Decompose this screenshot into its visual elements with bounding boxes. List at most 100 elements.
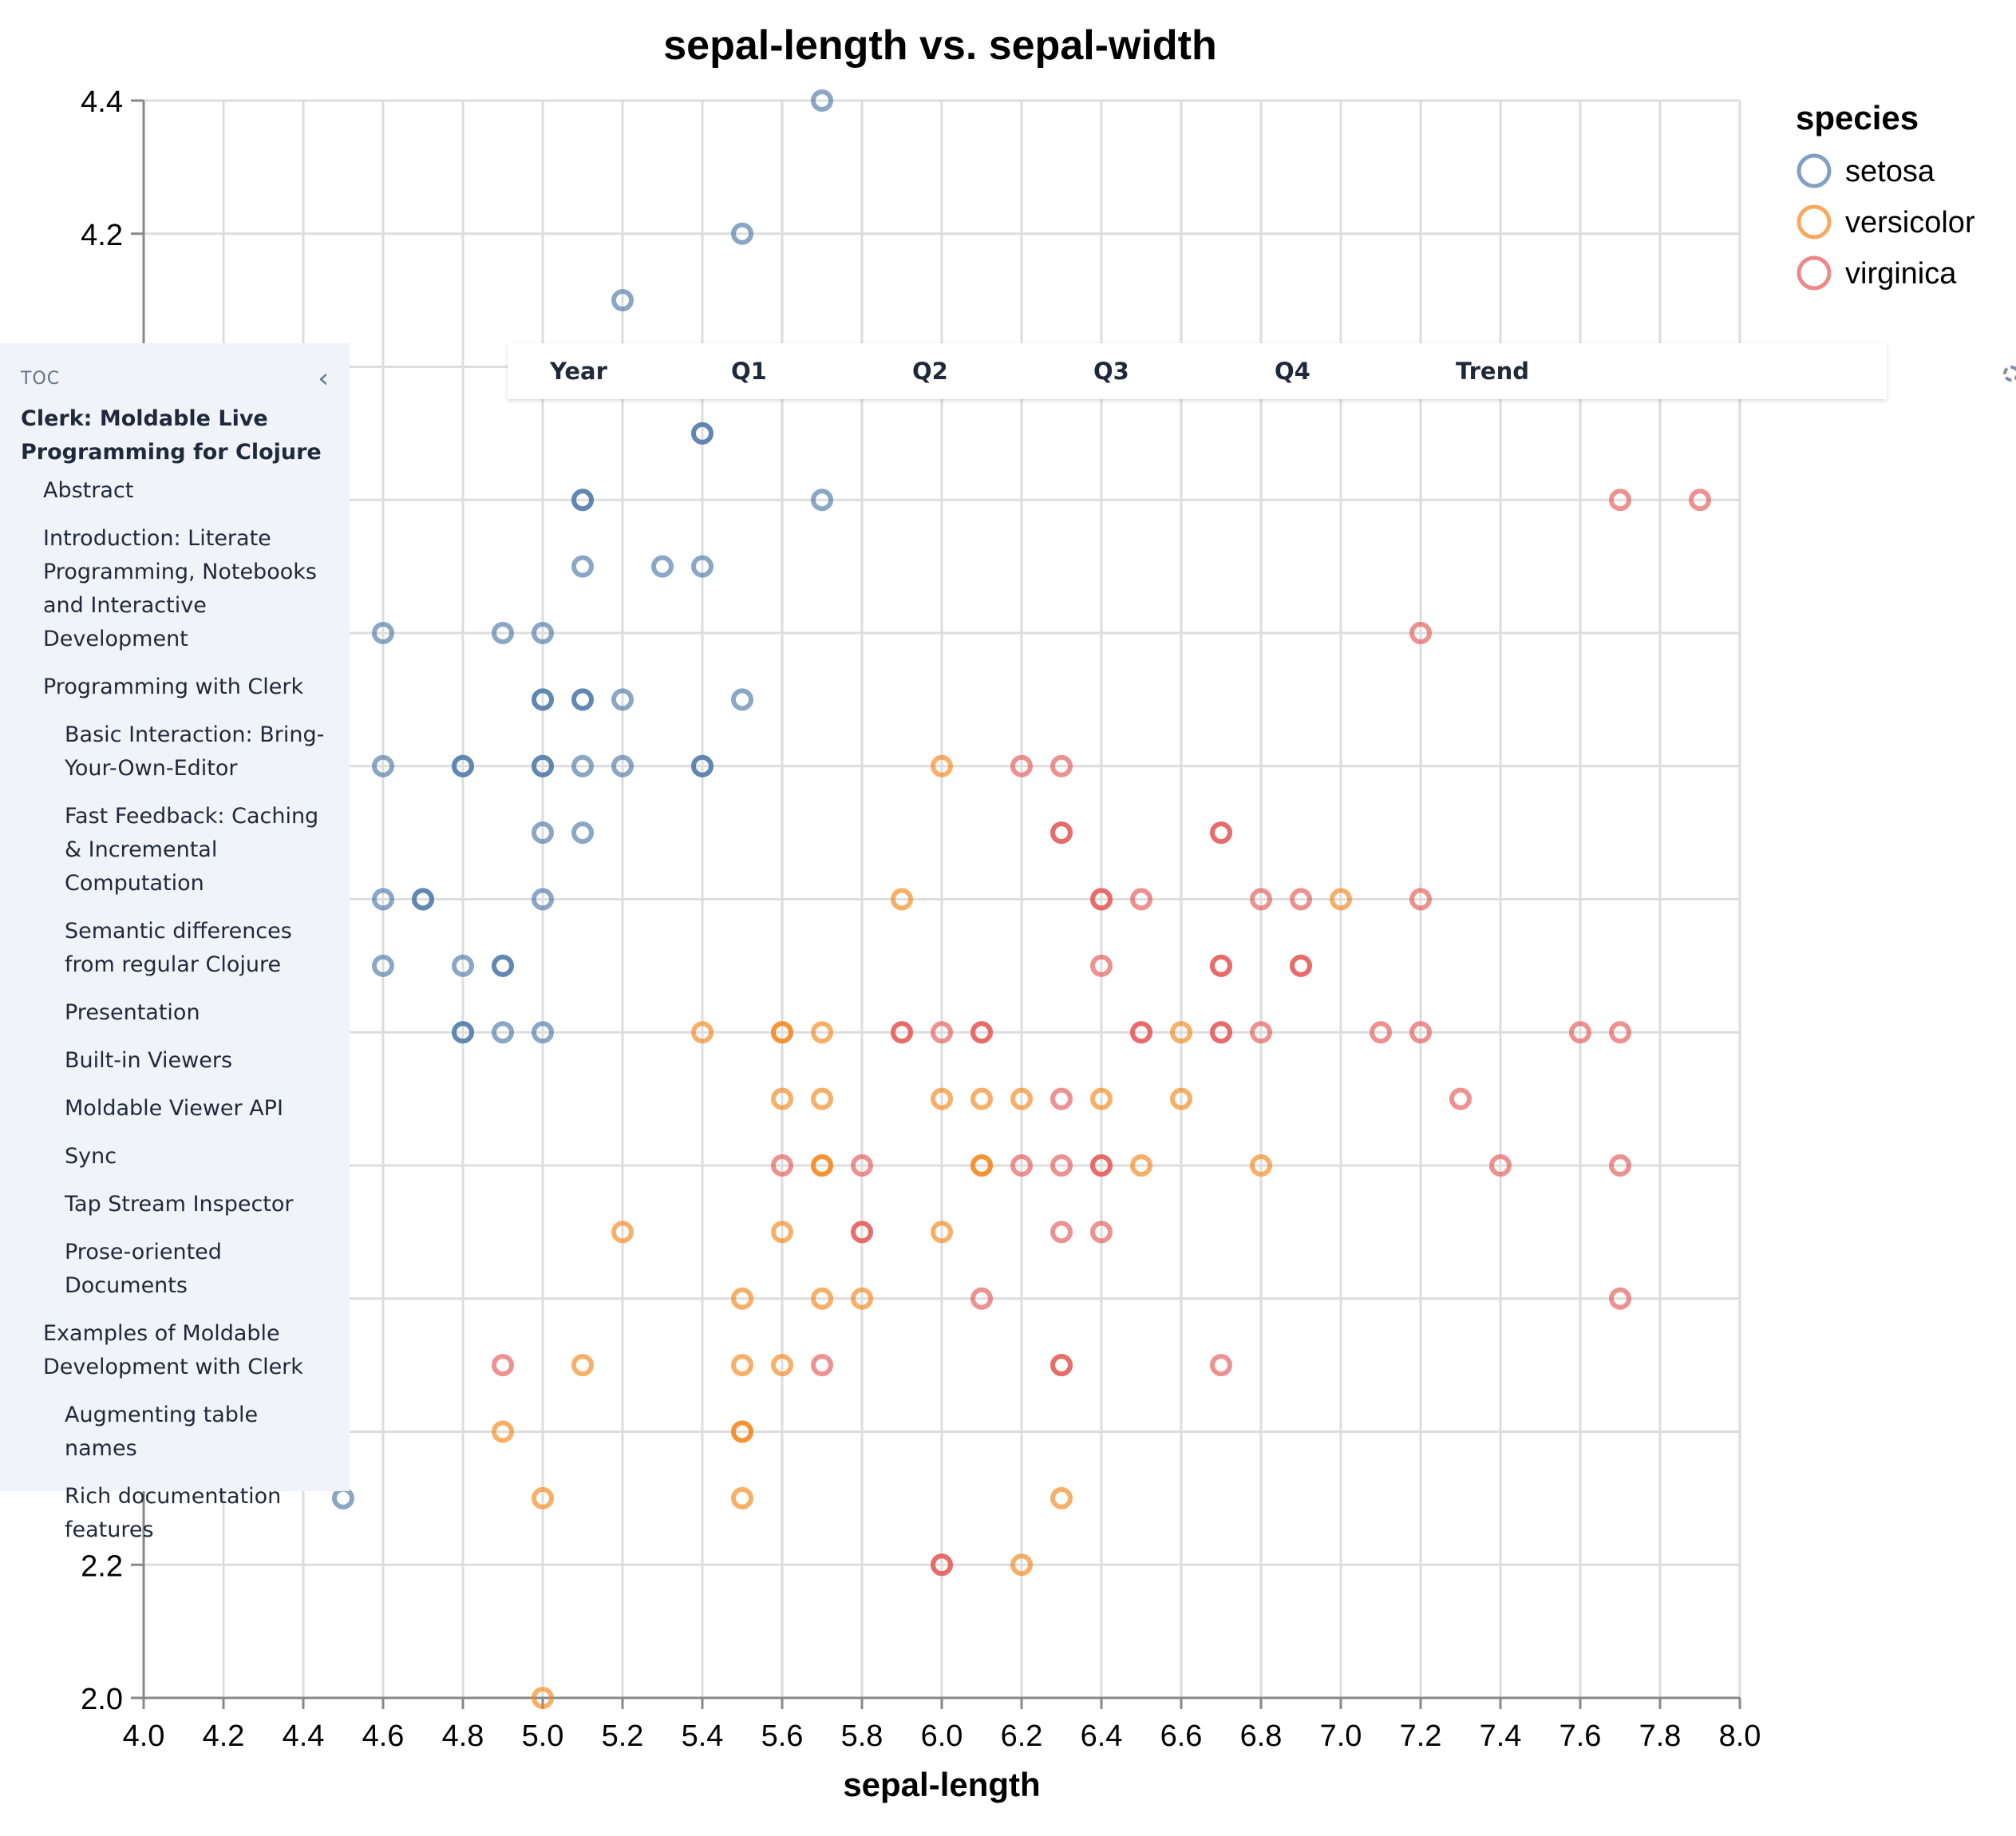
data-point-virginica: [1449, 1087, 1472, 1110]
data-point-setosa: [372, 888, 394, 911]
data-point-virginica: [1090, 1154, 1113, 1177]
data-point-versicolor: [1130, 1154, 1152, 1177]
data-point-virginica: [1689, 489, 1711, 512]
chevron-left-icon[interactable]: ‹: [318, 362, 329, 394]
x-tick-label: 5.6: [761, 1719, 804, 1753]
legend-title: species: [1796, 99, 1919, 137]
data-point-virginica: [1210, 821, 1232, 845]
data-point-setosa: [412, 888, 434, 911]
data-point-virginica: [851, 1221, 873, 1244]
data-point-setosa: [571, 754, 594, 778]
data-point-versicolor: [931, 1221, 953, 1244]
data-point-virginica: [1130, 1021, 1152, 1044]
toc-item[interactable]: Augmenting table names: [65, 1403, 259, 1461]
data-point-setosa: [532, 821, 554, 845]
data-point-virginica: [1409, 888, 1432, 911]
x-tick-label: 7.2: [1400, 1719, 1442, 1753]
toc-item[interactable]: Abstract: [43, 478, 134, 503]
data-point-virginica: [1010, 1154, 1033, 1177]
data-point-versicolor: [571, 1354, 594, 1377]
data-point-setosa: [492, 954, 514, 977]
data-point-setosa: [691, 555, 714, 578]
toc-item[interactable]: Moldable Viewer API: [65, 1096, 283, 1121]
settings-icon[interactable]: [2003, 366, 2016, 382]
column-header-q4[interactable]: Q4: [1275, 358, 1310, 385]
x-tick-label: 4.8: [442, 1719, 484, 1753]
data-point-virginica: [811, 1354, 833, 1377]
x-tick-label: 6.6: [1160, 1719, 1203, 1753]
data-point-setosa: [611, 688, 634, 711]
data-point-versicolor: [851, 1287, 873, 1310]
data-point-virginica: [1050, 1154, 1073, 1177]
data-point-virginica: [1050, 1354, 1073, 1377]
x-tick-label: 7.8: [1639, 1719, 1682, 1753]
data-point-versicolor: [771, 1354, 793, 1377]
data-point-versicolor: [532, 1687, 554, 1709]
toc-item[interactable]: Tap Stream Inspector: [65, 1192, 294, 1217]
toc-item[interactable]: Examples of Moldable Development with Cl…: [43, 1321, 303, 1379]
data-point-setosa: [571, 555, 594, 578]
x-tick-label: 4.2: [203, 1719, 245, 1753]
data-point-setosa: [611, 289, 634, 312]
toc-title[interactable]: Clerk: Moldable Live Programming for Clo…: [21, 406, 322, 465]
data-point-virginica: [1370, 1021, 1392, 1044]
data-point-virginica: [1210, 954, 1232, 977]
data-point-virginica: [970, 1021, 993, 1044]
data-point-setosa: [691, 754, 714, 778]
data-point-virginica: [1050, 821, 1073, 845]
toc-item[interactable]: Prose-oriented Documents: [65, 1240, 222, 1298]
column-header-q3[interactable]: Q3: [1093, 358, 1129, 385]
toc-item[interactable]: Fast Feedback: Caching & Incremental Com…: [65, 804, 319, 896]
data-point-setosa: [532, 754, 554, 778]
data-point-versicolor: [611, 1221, 634, 1244]
data-point-setosa: [492, 622, 514, 644]
column-header-q2[interactable]: Q2: [912, 358, 948, 385]
data-point-versicolor: [691, 1021, 714, 1044]
toc-item[interactable]: Presentation: [65, 1000, 200, 1025]
data-point-setosa: [492, 1021, 514, 1044]
toc-item[interactable]: Sync: [65, 1144, 117, 1169]
data-point-setosa: [372, 622, 394, 644]
chart-legend: species setosa versicolor virginica: [1796, 99, 1975, 291]
data-point-virginica: [1250, 888, 1272, 911]
toc-panel: TOC ‹ Clerk: Moldable Live Programming f…: [0, 343, 350, 1542]
toc-item[interactable]: Semantic differences from regular Clojur…: [65, 919, 292, 977]
data-point-versicolor: [811, 1021, 833, 1044]
data-point-setosa: [532, 1021, 554, 1044]
data-point-virginica: [1609, 489, 1631, 512]
chart-axes: 4.0 4.2 4.4 4.6 4.8 5.0 5.2 5.4 5.6 5.8 6.0 6.2 6.4 6…: [81, 85, 1761, 1753]
legend-label: setosa: [1845, 155, 1935, 188]
chart-title: sepal-length vs. sepal-width: [663, 22, 1216, 69]
data-point-virginica: [1250, 1021, 1272, 1044]
data-point-versicolor: [1010, 1553, 1033, 1577]
toc-item[interactable]: Introduction: Literate Programming, Note…: [43, 526, 317, 651]
data-point-setosa: [571, 489, 594, 512]
data-point-virginica: [1609, 1021, 1631, 1044]
data-point-virginica: [1050, 1221, 1073, 1244]
data-point-virginica: [1290, 954, 1312, 977]
column-header-trend[interactable]: Trend: [1456, 358, 1529, 385]
data-point-versicolor: [1170, 1021, 1192, 1044]
data-point-versicolor: [931, 754, 953, 778]
column-header-year[interactable]: Year: [550, 358, 607, 385]
data-point-virginica: [771, 1154, 793, 1177]
column-header-q1[interactable]: Q1: [731, 358, 767, 385]
x-tick-label: 5.2: [602, 1719, 644, 1753]
toc-item[interactable]: Programming with Clerk: [43, 675, 304, 699]
toc-item[interactable]: Basic Interaction: Bring-Your-Own-Editor: [65, 722, 325, 781]
legend-label: virginica: [1845, 257, 1957, 291]
data-point-versicolor: [771, 1087, 793, 1110]
data-point-versicolor: [811, 1087, 833, 1110]
data-point-virginica: [1050, 1087, 1073, 1110]
data-point-versicolor: [1330, 888, 1352, 911]
data-point-setosa: [452, 954, 474, 977]
toc-item[interactable]: Built-in Viewers: [65, 1048, 233, 1073]
x-tick-label: 4.6: [362, 1719, 405, 1753]
data-point-virginica: [931, 1021, 953, 1044]
data-point-versicolor: [1090, 1087, 1113, 1110]
data-point-setosa: [571, 688, 594, 711]
data-point-setosa: [452, 1021, 474, 1044]
toc-item[interactable]: Rich documentation features: [65, 1484, 282, 1542]
data-point-virginica: [1090, 888, 1113, 911]
data-point-versicolor: [532, 1486, 554, 1510]
